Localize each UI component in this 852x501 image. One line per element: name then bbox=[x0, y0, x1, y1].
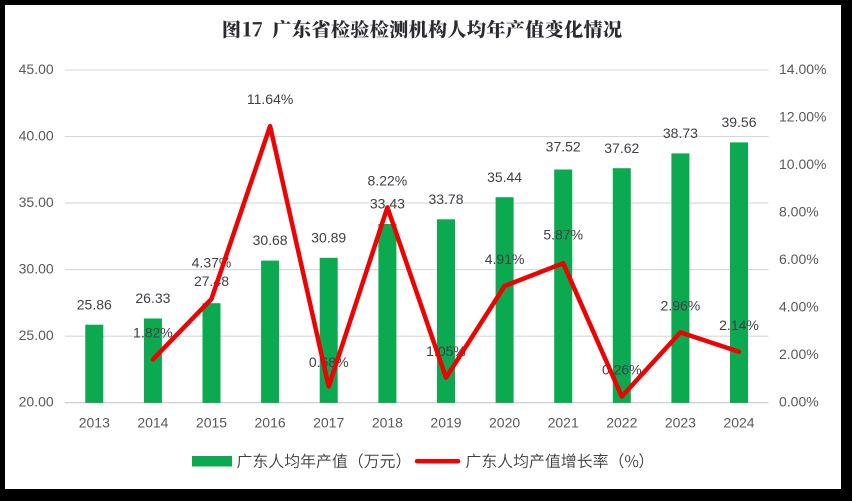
svg-text:2.14%: 2.14% bbox=[719, 317, 759, 333]
svg-text:4.91%: 4.91% bbox=[485, 251, 525, 267]
svg-text:35.00: 35.00 bbox=[19, 194, 54, 210]
svg-text:40.00: 40.00 bbox=[19, 127, 54, 143]
svg-text:35.44: 35.44 bbox=[487, 169, 522, 185]
svg-text:2024: 2024 bbox=[723, 415, 754, 431]
svg-text:14.00%: 14.00% bbox=[779, 61, 826, 77]
svg-text:10.00%: 10.00% bbox=[779, 156, 826, 172]
svg-text:2022: 2022 bbox=[606, 415, 637, 431]
svg-text:2014: 2014 bbox=[137, 415, 168, 431]
svg-text:6.00%: 6.00% bbox=[779, 251, 819, 267]
svg-text:2017: 2017 bbox=[313, 415, 344, 431]
svg-text:2.96%: 2.96% bbox=[661, 298, 701, 314]
svg-text:30.68: 30.68 bbox=[253, 232, 288, 248]
svg-text:2013: 2013 bbox=[79, 415, 110, 431]
svg-text:0.00%: 0.00% bbox=[779, 394, 819, 410]
svg-text:2018: 2018 bbox=[372, 415, 403, 431]
svg-text:25.86: 25.86 bbox=[77, 296, 112, 312]
svg-text:38.73: 38.73 bbox=[663, 125, 698, 141]
svg-text:5.87%: 5.87% bbox=[543, 226, 583, 242]
svg-text:1.82%: 1.82% bbox=[133, 325, 173, 341]
svg-text:45.00: 45.00 bbox=[19, 61, 54, 77]
svg-text:37.62: 37.62 bbox=[604, 140, 639, 156]
svg-text:4.00%: 4.00% bbox=[779, 299, 819, 315]
svg-text:2023: 2023 bbox=[665, 415, 696, 431]
svg-text:39.56: 39.56 bbox=[721, 114, 756, 130]
svg-text:30.00: 30.00 bbox=[19, 261, 54, 277]
svg-text:2020: 2020 bbox=[489, 415, 520, 431]
svg-text:33.43: 33.43 bbox=[370, 196, 405, 212]
svg-text:8.00%: 8.00% bbox=[779, 204, 819, 220]
svg-text:8.22%: 8.22% bbox=[368, 173, 408, 189]
svg-text:2016: 2016 bbox=[255, 415, 286, 431]
svg-text:27.48: 27.48 bbox=[194, 273, 229, 289]
svg-text:2.00%: 2.00% bbox=[779, 346, 819, 362]
svg-text:26.33: 26.33 bbox=[135, 290, 170, 306]
svg-text:2019: 2019 bbox=[430, 415, 461, 431]
svg-text:2015: 2015 bbox=[196, 415, 227, 431]
svg-text:20.00: 20.00 bbox=[19, 394, 54, 410]
svg-text:11.64%: 11.64% bbox=[247, 91, 293, 107]
svg-text:12.00%: 12.00% bbox=[779, 108, 826, 124]
svg-text:30.89: 30.89 bbox=[311, 229, 346, 245]
svg-text:33.78: 33.78 bbox=[428, 191, 463, 207]
svg-text:25.00: 25.00 bbox=[19, 327, 54, 343]
svg-text:0.68%: 0.68% bbox=[309, 354, 349, 370]
svg-text:37.52: 37.52 bbox=[546, 139, 581, 155]
svg-text:2021: 2021 bbox=[548, 415, 579, 431]
